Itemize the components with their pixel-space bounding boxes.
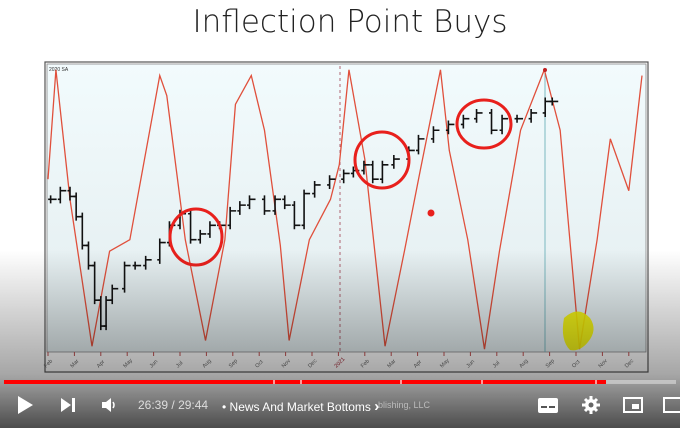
price-bar bbox=[312, 180, 321, 198]
next-button[interactable] bbox=[54, 390, 82, 420]
price-bar bbox=[379, 160, 389, 184]
annotation-circle bbox=[353, 130, 411, 190]
subtitles-button[interactable] bbox=[535, 390, 561, 420]
miniplayer-button[interactable] bbox=[620, 390, 646, 420]
theater-mode-button[interactable] bbox=[660, 390, 680, 420]
chart: 2020 SA Feb Mar Apr May Jun Jul Aug Sep Oct Nov De… bbox=[43, 61, 649, 373]
progress-bar[interactable] bbox=[4, 380, 676, 384]
pointer-dot bbox=[427, 209, 435, 217]
progress-fill bbox=[4, 380, 607, 384]
plot-area bbox=[46, 63, 647, 353]
corner-label: 2020 SA bbox=[49, 67, 69, 73]
slide-title: Inflection Point Buys bbox=[192, 4, 508, 40]
price-bar bbox=[350, 166, 360, 178]
price-bar bbox=[237, 201, 246, 215]
price-bar bbox=[341, 169, 350, 184]
price-bar bbox=[261, 195, 271, 215]
price-bar bbox=[291, 201, 301, 230]
price-bar bbox=[79, 212, 89, 250]
price-bar bbox=[301, 189, 311, 230]
gear-icon bbox=[582, 396, 600, 414]
time-separator: / bbox=[171, 398, 175, 412]
price-bar bbox=[514, 114, 524, 123]
price-bar bbox=[391, 155, 400, 169]
background-text: blishing, LLC bbox=[378, 400, 431, 410]
price-bar bbox=[272, 195, 282, 215]
duration: 29:44 bbox=[178, 398, 209, 412]
chapter-marker bbox=[481, 380, 484, 384]
price-bar bbox=[445, 120, 455, 135]
price-bar bbox=[207, 221, 216, 238]
price-bar bbox=[499, 114, 509, 135]
annotation-circle bbox=[455, 98, 513, 150]
price-bar bbox=[48, 195, 57, 204]
volume-icon bbox=[102, 398, 115, 412]
price-bar bbox=[247, 195, 256, 210]
price-bar bbox=[370, 160, 379, 184]
price-bar bbox=[177, 209, 186, 230]
price-bar bbox=[460, 114, 470, 129]
subtitles-icon bbox=[538, 397, 558, 413]
chapter-title: • News And Market Bottoms bbox=[222, 400, 371, 414]
miniplayer-icon bbox=[623, 397, 643, 413]
price-bar bbox=[361, 160, 370, 175]
chapter-marker bbox=[272, 380, 275, 384]
price-bar bbox=[67, 186, 76, 201]
chapter-marker bbox=[299, 380, 302, 384]
theater-icon bbox=[663, 397, 680, 413]
chapter-button[interactable]: • News And Market Bottoms › bbox=[222, 398, 379, 415]
chevron-right-icon: › bbox=[374, 398, 380, 415]
chapter-marker bbox=[595, 380, 598, 384]
price-bar bbox=[489, 108, 498, 135]
price-bar bbox=[227, 206, 237, 230]
chapter-marker bbox=[400, 380, 403, 384]
price-bar bbox=[549, 97, 559, 106]
peak-marker bbox=[543, 68, 547, 72]
current-time: 26:39 bbox=[138, 398, 169, 412]
price-bar bbox=[415, 134, 425, 155]
player-controls: 26:39 / 29:44 • News And Market Bottoms … bbox=[0, 390, 680, 420]
time-display: 26:39 / 29:44 bbox=[138, 398, 208, 412]
volume-button[interactable] bbox=[96, 390, 122, 420]
price-bar bbox=[542, 97, 552, 117]
price-bar bbox=[430, 126, 440, 143]
next-icon bbox=[61, 398, 75, 412]
price-bar bbox=[528, 108, 538, 123]
price-bar bbox=[188, 209, 197, 244]
settings-button[interactable] bbox=[578, 390, 604, 420]
price-bar bbox=[474, 108, 483, 123]
play-button[interactable] bbox=[10, 390, 40, 420]
price-bar bbox=[282, 195, 291, 210]
price-bar bbox=[197, 229, 207, 244]
price-bar bbox=[73, 192, 83, 221]
price-bar bbox=[57, 186, 67, 204]
play-icon bbox=[18, 396, 33, 414]
price-bar bbox=[327, 175, 336, 189]
